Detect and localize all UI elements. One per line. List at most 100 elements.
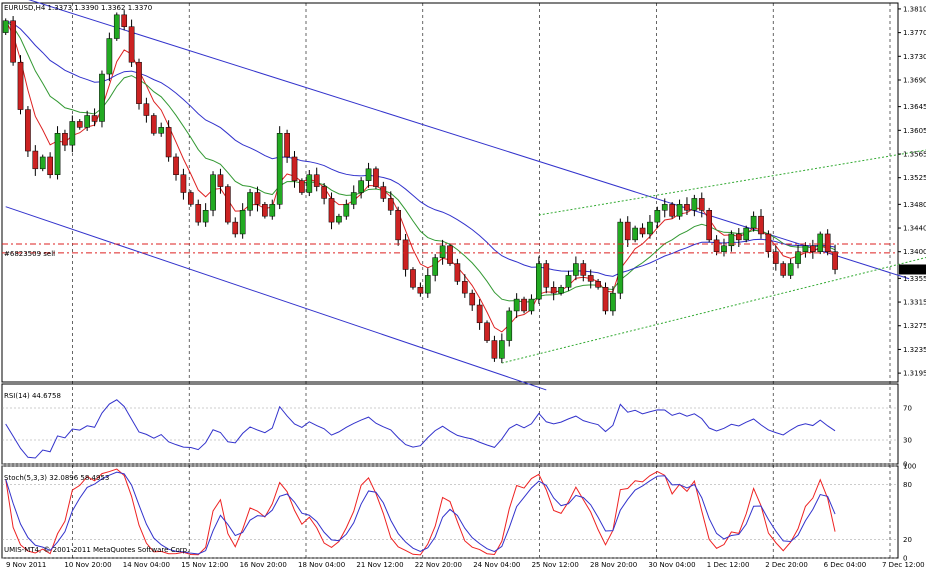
price-tick-label: 1.3440 (903, 225, 926, 233)
candles (2, 10, 838, 364)
candle-body (232, 221, 239, 235)
dotted-resistance (538, 149, 926, 216)
indicator-lines (2, 399, 898, 559)
stoch-signal-line (5, 471, 836, 555)
time-tick-label: 6 Dec 04:00 (824, 561, 867, 569)
stoch-pane (1, 465, 899, 559)
candle-body (113, 14, 120, 39)
candle-body (698, 198, 705, 211)
dotted-support (501, 257, 926, 364)
candle-body (832, 251, 838, 270)
candle-body (25, 109, 31, 152)
candle-body (276, 133, 283, 205)
candle-body (62, 133, 68, 146)
time-tick-label: 28 Nov 20:00 (590, 561, 637, 569)
candle-body (639, 227, 646, 235)
time-tick-label: 7 Dec 12:00 (882, 561, 925, 569)
candle-body (610, 292, 616, 312)
candle-body (32, 150, 39, 170)
candle-body (262, 204, 268, 217)
rsi-level-label: 70 (903, 405, 912, 413)
price-tick-label: 1.3770 (903, 29, 926, 37)
price-tick-label: 1.3810 (903, 5, 926, 13)
ma-mid-line (5, 20, 836, 303)
candle-body (202, 210, 209, 223)
price-tick-label: 1.3355 (903, 275, 926, 283)
time-tick-label: 1 Dec 12:00 (707, 561, 750, 569)
candle-body (721, 245, 727, 252)
candle-body (343, 204, 350, 217)
axis-labels: 1.3810 1.3770 1.3730 1.3690 1.3645 1.3605 1.35… (6, 5, 926, 569)
candle-body (247, 192, 253, 211)
candle-body (99, 73, 105, 122)
candle-body (802, 245, 809, 252)
time-tick-label: 18 Nov 04:00 (298, 561, 345, 569)
candle-body (750, 215, 757, 229)
candle-body (528, 298, 535, 312)
candle-body (772, 251, 779, 264)
candle-body (313, 174, 320, 187)
time-tick-label: 24 Nov 04:00 (473, 561, 520, 569)
candle-body (373, 168, 379, 187)
candle-body (269, 204, 276, 217)
candle-body (321, 186, 327, 199)
rsi-level-label: 0 (903, 461, 907, 469)
time-tick-label: 10 Nov 20:00 (64, 561, 111, 569)
time-tick-label: 15 Nov 12:00 (181, 561, 228, 569)
candle-body (550, 287, 557, 294)
candle-body (336, 215, 342, 223)
candle-body (173, 156, 179, 175)
candle-body (595, 281, 601, 288)
candle-body (291, 156, 298, 181)
candle-body (402, 239, 409, 270)
candle-body (432, 257, 439, 276)
candle-body (306, 174, 313, 193)
candle-body (558, 287, 564, 294)
footer-copyright: UMIS-MT4, © 2001-2011 MetaQuotes Softwar… (4, 546, 189, 554)
candle-body (765, 233, 772, 252)
candle-body (439, 245, 446, 258)
price-tick-label: 1.3565 (903, 151, 926, 159)
candle-body (180, 174, 187, 193)
chart-frames (1, 2, 899, 559)
candle-body (795, 251, 801, 264)
time-tick-label: 2 Dec 20:00 (765, 561, 808, 569)
candle-body (358, 180, 364, 193)
candle-body (2, 20, 9, 33)
candle-body (417, 287, 424, 294)
candle-body (758, 215, 764, 235)
candle-body (461, 281, 468, 294)
candle-body (706, 210, 713, 241)
chart-title: EURUSD,H4 1.3373 1.3390 1.3362 1.3370 (4, 4, 152, 12)
candle-body (676, 204, 683, 217)
stoch-level-label: 20 (903, 536, 912, 544)
stoch-level-label: 100 (903, 463, 916, 471)
candle-body (54, 133, 61, 175)
candle-body (632, 227, 638, 241)
time-tick-label: 30 Nov 04:00 (648, 561, 695, 569)
order-label: #6823509 sell (4, 250, 55, 258)
price-tick-label: 1.3195 (903, 370, 926, 378)
candle-body (469, 292, 476, 306)
price-tick-label: 1.3235 (903, 346, 926, 354)
candle-body (76, 121, 83, 128)
price-tick-label: 1.3400 (903, 248, 926, 256)
candle-body (617, 221, 624, 294)
channel-lower (5, 206, 547, 391)
price-tick-label: 1.3275 (903, 322, 926, 330)
candle-body (387, 198, 394, 211)
candle-body (328, 198, 335, 223)
candle-body (128, 26, 135, 63)
candle-body (350, 192, 357, 205)
candle-body (284, 133, 290, 158)
order-lines (2, 243, 898, 254)
candle-body (447, 245, 453, 264)
current-price-label: 1.3370 (901, 266, 926, 274)
time-tick-label: 14 Nov 04:00 (123, 561, 170, 569)
time-tick-label: 22 Nov 20:00 (415, 561, 462, 569)
candle-body (824, 233, 831, 252)
candle-body (165, 127, 172, 158)
candle-body (536, 263, 542, 300)
candle-body (454, 263, 461, 282)
time-tick-label: 25 Nov 12:00 (532, 561, 579, 569)
